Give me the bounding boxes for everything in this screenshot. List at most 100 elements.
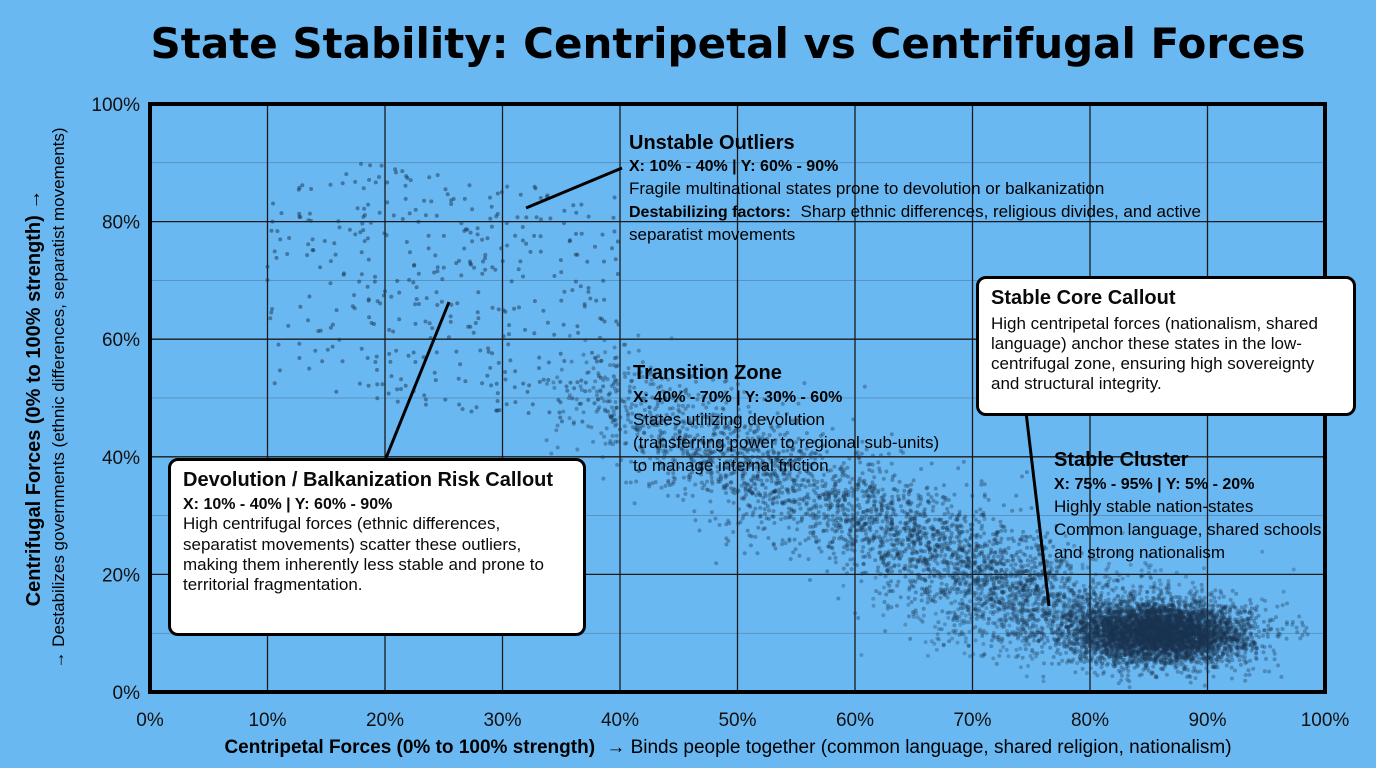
scatter-point bbox=[428, 336, 433, 340]
scatter-point bbox=[860, 538, 865, 543]
scatter-point bbox=[848, 517, 852, 522]
scatter-point bbox=[990, 560, 995, 565]
scatter-point bbox=[854, 534, 859, 539]
scatter-point bbox=[988, 567, 993, 571]
scatter-point bbox=[874, 589, 879, 594]
scatter-point bbox=[988, 551, 993, 555]
scatter-point bbox=[1024, 595, 1029, 600]
scatter-point bbox=[552, 332, 557, 337]
scatter-point bbox=[610, 246, 614, 251]
scatter-point bbox=[896, 497, 901, 502]
scatter-point bbox=[1049, 661, 1054, 666]
scatter-point bbox=[953, 613, 958, 617]
scatter-point bbox=[775, 456, 780, 461]
scatter-point bbox=[689, 460, 694, 465]
scatter-point bbox=[1099, 665, 1104, 670]
scatter-point bbox=[906, 538, 910, 542]
scatter-point bbox=[489, 383, 494, 388]
scatter-point bbox=[963, 582, 968, 587]
scatter-point bbox=[297, 185, 302, 190]
scatter-point bbox=[742, 425, 747, 430]
scatter-point bbox=[605, 377, 610, 382]
scatter-point bbox=[413, 321, 418, 326]
scatter-point bbox=[424, 296, 429, 301]
scatter-point bbox=[854, 528, 859, 533]
scatter-point bbox=[966, 588, 971, 593]
scatter-point bbox=[722, 415, 727, 420]
scatter-point bbox=[649, 417, 654, 422]
scatter-point bbox=[870, 493, 875, 498]
scatter-point bbox=[411, 350, 416, 355]
scatter-point bbox=[638, 424, 643, 429]
scatter-point bbox=[882, 600, 887, 604]
scatter-point bbox=[373, 274, 377, 279]
scatter-point bbox=[1003, 572, 1008, 577]
scatter-point bbox=[878, 550, 883, 555]
scatter-point bbox=[704, 447, 708, 452]
scatter-point bbox=[469, 409, 474, 414]
scatter-point bbox=[454, 261, 459, 266]
scatter-point bbox=[1063, 570, 1067, 575]
scatter-point bbox=[907, 545, 912, 550]
scatter-point bbox=[333, 252, 338, 257]
scatter-point bbox=[974, 597, 979, 602]
scatter-point bbox=[866, 508, 871, 513]
scatter-point bbox=[1040, 602, 1045, 607]
scatter-point bbox=[952, 566, 957, 570]
scatter-point bbox=[1036, 547, 1041, 552]
scatter-point bbox=[341, 271, 346, 276]
scatter-point bbox=[684, 387, 689, 392]
scatter-point bbox=[707, 439, 712, 444]
scatter-point bbox=[844, 519, 848, 524]
scatter-point bbox=[590, 350, 594, 355]
scatter-point bbox=[1036, 547, 1041, 552]
scatter-point bbox=[532, 331, 537, 336]
scatter-point bbox=[518, 192, 523, 197]
scatter-point bbox=[793, 477, 798, 482]
scatter-point bbox=[688, 443, 692, 448]
scatter-point bbox=[607, 413, 612, 418]
scatter-point bbox=[692, 437, 697, 442]
scatter-point bbox=[1027, 642, 1031, 647]
scatter-point bbox=[832, 536, 837, 541]
scatter-point bbox=[766, 453, 771, 458]
scatter-point bbox=[878, 469, 883, 474]
scatter-point bbox=[567, 416, 572, 421]
scatter-point bbox=[527, 383, 532, 388]
scatter-point bbox=[630, 378, 634, 383]
scatter-point bbox=[992, 585, 997, 590]
scatter-point bbox=[287, 236, 292, 240]
scatter-point bbox=[647, 405, 652, 410]
scatter-point bbox=[836, 491, 841, 496]
scatter-point bbox=[891, 543, 896, 548]
scatter-point bbox=[927, 517, 932, 522]
scatter-point bbox=[593, 244, 597, 249]
scatter-point bbox=[735, 418, 740, 423]
scatter-point bbox=[861, 570, 866, 575]
scatter-point bbox=[811, 530, 816, 534]
scatter-point bbox=[647, 484, 652, 489]
scatter-point bbox=[306, 318, 311, 323]
scatter-point bbox=[788, 557, 793, 561]
scatter-point bbox=[993, 575, 997, 580]
scatter-point bbox=[772, 468, 777, 473]
scatter-point bbox=[533, 186, 538, 191]
scatter-point bbox=[681, 448, 686, 453]
scatter-point bbox=[826, 497, 831, 502]
scatter-point bbox=[863, 482, 868, 487]
scatter-point bbox=[685, 427, 690, 432]
scatter-point bbox=[911, 527, 916, 532]
scatter-point bbox=[886, 506, 890, 511]
scatter-point bbox=[270, 307, 275, 311]
scatter-point bbox=[558, 415, 563, 420]
scatter-point bbox=[1021, 607, 1025, 612]
scatter-point bbox=[388, 359, 393, 364]
scatter-point bbox=[905, 537, 910, 542]
scatter-point bbox=[414, 297, 419, 302]
scatter-point bbox=[608, 391, 613, 396]
scatter-point bbox=[592, 355, 597, 360]
scatter-point bbox=[791, 445, 796, 450]
scatter-point bbox=[788, 458, 793, 463]
scatter-point bbox=[979, 526, 984, 531]
scatter-point bbox=[503, 309, 508, 314]
